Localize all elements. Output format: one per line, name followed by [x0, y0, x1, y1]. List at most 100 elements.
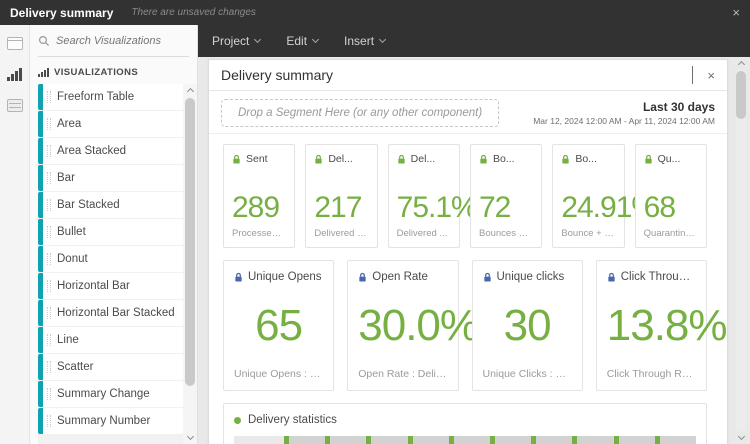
segment-dropzone[interactable]: Drop a Segment Here (or any other compon…	[221, 99, 500, 127]
metric-value: 68	[643, 191, 676, 224]
bar-chart-icon	[38, 68, 49, 77]
metric-value: 72	[478, 191, 511, 224]
viz-item-summary-number[interactable]: Summary Number	[38, 408, 183, 434]
metric-subtitle: Open Rate : Delivery	[358, 368, 448, 380]
card-sent[interactable]: Sent 289 Processed/...	[223, 144, 296, 248]
lock-icon	[561, 154, 570, 165]
delivery-statistics-card: Delivery statistics	[223, 403, 707, 444]
drag-handle-icon	[47, 253, 51, 265]
drag-handle-icon	[47, 226, 51, 238]
date-range-label: Last 30 days	[642, 100, 715, 114]
delivery-summary-panel: Delivery summary × Drop a Segment Here (…	[208, 59, 728, 444]
lock-icon	[234, 272, 243, 283]
scroll-down-icon[interactable]	[186, 432, 194, 444]
card-unique-opens[interactable]: Unique Opens 65 Unique Opens : Delivery	[223, 260, 335, 391]
left-rail	[0, 25, 30, 444]
drag-handle-icon	[47, 307, 51, 319]
unsaved-changes-notice: There are unsaved changes	[131, 7, 256, 18]
scroll-up-icon[interactable]	[186, 84, 194, 96]
drag-handle-icon	[47, 199, 51, 211]
drag-handle-icon	[47, 334, 51, 346]
chevron-down-icon	[312, 35, 320, 44]
visualizations-section-header: VISUALIZATIONS	[30, 57, 197, 84]
metric-subtitle: Click Through Rate : D...	[606, 368, 696, 380]
workspace: Delivery summary × Drop a Segment Here (…	[198, 57, 750, 444]
scrollbar-thumb[interactable]	[736, 71, 746, 119]
main-area: Project Edit Insert Delivery summary ×	[198, 25, 750, 444]
metric-subtitle: Delivered : ...	[314, 228, 369, 239]
close-icon[interactable]: ×	[732, 5, 740, 20]
menu-edit[interactable]: Edit	[286, 34, 320, 48]
viz-item-horizontal-bar-stacked[interactable]: Horizontal Bar Stacked	[38, 300, 183, 326]
viz-item-area-stacked[interactable]: Area Stacked	[38, 138, 183, 164]
search-input[interactable]	[56, 34, 176, 47]
metric-subtitle: Quarantine...	[643, 228, 698, 239]
viz-item-freeform-table[interactable]: Freeform Table	[38, 84, 183, 110]
search-row	[38, 25, 189, 57]
lock-icon	[483, 272, 492, 283]
visualization-list: Freeform Table Area Area Stacked Bar Bar…	[38, 84, 183, 444]
drag-handle-icon	[47, 172, 51, 184]
chevron-down-icon	[254, 35, 262, 44]
drag-handle-icon	[47, 415, 51, 427]
metric-value: 24.91%	[561, 191, 658, 224]
legend-bullet-icon	[234, 416, 241, 424]
section-title: VISUALIZATIONS	[54, 67, 139, 78]
scrollbar-thumb[interactable]	[185, 98, 195, 386]
metric-value: 217	[314, 191, 362, 224]
drag-handle-icon	[47, 118, 51, 130]
card-open-rate[interactable]: Open Rate 30.0% Open Rate : Delivery	[347, 260, 479, 391]
metric-subtitle: Bounce + E...	[561, 228, 616, 239]
sidebar-scrollbar[interactable]	[183, 84, 197, 444]
components-icon[interactable]	[6, 99, 23, 112]
visualizations-icon[interactable]	[6, 68, 23, 81]
panels-icon[interactable]	[6, 37, 23, 50]
metric-subtitle: Unique Clicks : Delivery	[482, 368, 572, 380]
card-unique-clicks[interactable]: Unique clicks 30 Unique Clicks : Deliver…	[471, 260, 583, 391]
date-range-selector[interactable]: Last 30 days Mar 12, 2024 12:00 AM - Apr…	[533, 100, 715, 126]
metric-subtitle: Delivered ...	[396, 228, 448, 239]
menu-bar: Project Edit Insert	[198, 25, 750, 57]
metric-value: 30	[503, 300, 552, 350]
card-delivery-rate[interactable]: Del... 75.1% Delivered ...	[387, 144, 478, 248]
viz-item-area[interactable]: Area	[38, 111, 183, 137]
card-delivered[interactable]: Del... 217 Delivered : ...	[305, 144, 378, 248]
metric-value: 289	[232, 191, 280, 224]
card-click-through-rate[interactable]: Click Through ... 13.8% Click Through Ra…	[595, 260, 728, 391]
metric-value: 13.8%	[606, 300, 728, 350]
main-scrollbar[interactable]	[734, 57, 748, 444]
card-bounce-rate[interactable]: Bo... 24.91% Bounce + E...	[552, 144, 658, 248]
drag-handle-icon	[47, 91, 51, 103]
metric-value: 75.1%	[396, 191, 478, 224]
viz-item-line[interactable]: Line	[38, 327, 183, 353]
menu-insert[interactable]: Insert	[344, 34, 387, 48]
menu-project[interactable]: Project	[212, 34, 262, 48]
card-bounces[interactable]: Bo... 72 Bounces + ...	[469, 144, 543, 248]
scroll-up-icon[interactable]	[737, 57, 745, 69]
table-corner-cell	[234, 436, 284, 444]
viz-item-donut[interactable]: Donut	[38, 246, 183, 272]
top-bar: Delivery summary There are unsaved chang…	[0, 0, 750, 25]
lock-icon	[607, 272, 616, 283]
scroll-down-icon[interactable]	[737, 432, 745, 444]
viz-item-summary-change[interactable]: Summary Change	[38, 381, 183, 407]
viz-item-bar[interactable]: Bar	[38, 165, 183, 191]
date-range-detail: Mar 12, 2024 12:00 AM - Apr 11, 2024 12:…	[533, 116, 715, 126]
collapse-panel-icon[interactable]	[692, 66, 694, 84]
lock-icon	[644, 154, 653, 165]
metric-value: 30.0%	[358, 300, 479, 350]
visualizations-sidebar: VISUALIZATIONS Freeform Table Area Area …	[30, 25, 198, 444]
drag-handle-icon	[47, 280, 51, 292]
card-quarantine[interactable]: Qu... 68 Quarantine...	[634, 144, 707, 248]
drag-handle-icon	[47, 361, 51, 373]
search-icon	[38, 35, 50, 46]
summary-cards-row-2: Unique Opens 65 Unique Opens : Delivery …	[209, 248, 728, 391]
chevron-down-icon	[379, 35, 387, 44]
close-panel-icon[interactable]: ×	[707, 67, 715, 83]
viz-item-bullet[interactable]: Bullet	[38, 219, 183, 245]
viz-item-bar-stacked[interactable]: Bar Stacked	[38, 192, 183, 218]
viz-item-horizontal-bar[interactable]: Horizontal Bar	[38, 273, 183, 299]
viz-item-scatter[interactable]: Scatter	[38, 354, 183, 380]
lock-icon	[314, 154, 323, 165]
